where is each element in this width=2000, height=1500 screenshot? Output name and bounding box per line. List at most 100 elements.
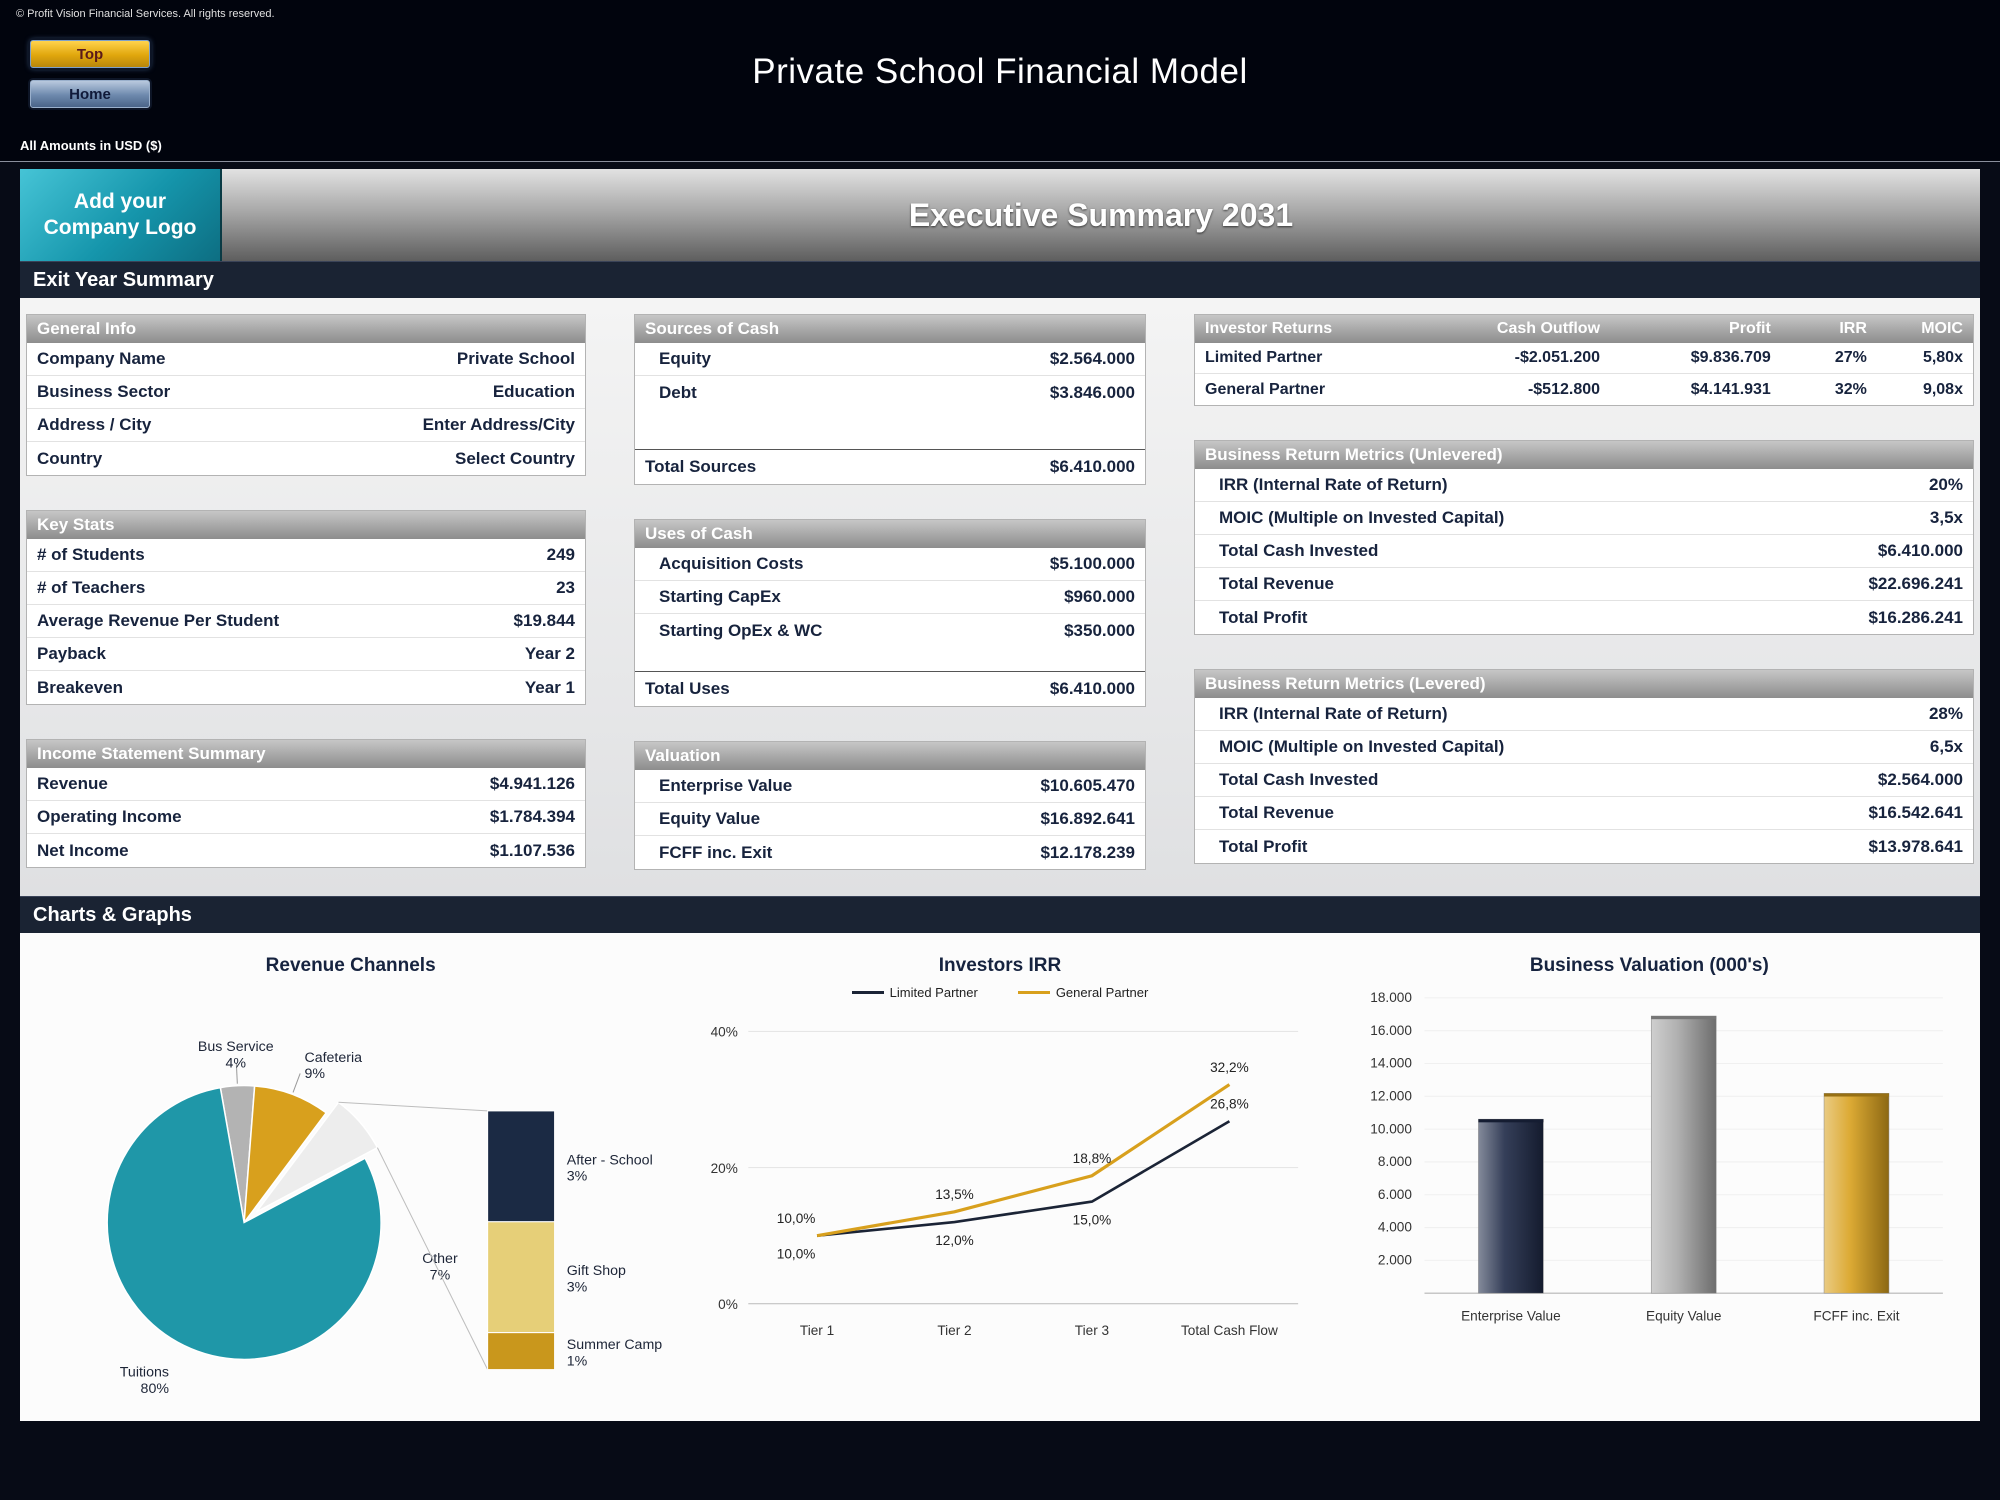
table-header: Uses of Cash [635, 520, 1145, 548]
table-header: Valuation [635, 742, 1145, 770]
chart-title: Investors IRR [938, 955, 1062, 976]
page-title: Private School Financial Model [752, 52, 1248, 91]
table-row: Country Select Country [37, 448, 575, 468]
svg-text:2.000: 2.000 [1378, 1253, 1412, 1268]
spacer [635, 409, 1145, 449]
investors-irr-line: 0% 20% 40% Tier 1 Tier 2 Tier 3 Total Cash Flo… [711, 1025, 1299, 1338]
table-row: IRR (Internal Rate of Return) 20% [1195, 469, 1973, 502]
section-charts-graphs: Charts & Graphs [20, 896, 1980, 933]
legend-item: General Partner [1017, 985, 1148, 1000]
table-row: Total Revenue $22.696.241 [1195, 568, 1973, 601]
table-row: Acquisition Costs $5.100.000 [635, 548, 1145, 581]
table-header: Business Return Metrics (Levered) [1195, 670, 1973, 698]
svg-text:18,8%: 18,8% [1073, 1151, 1112, 1166]
table-row: Starting CapEx $960.000 [635, 581, 1145, 614]
app-header: © Profit Vision Financial Services. All … [0, 0, 2000, 162]
income-statement-summary-table: Income Statement Summary Revenue $4.941.1… [26, 739, 586, 868]
banner-row: Add your Company Logo Executive Summary … [20, 169, 1980, 261]
banner-title: Executive Summary 2031 [222, 169, 1980, 261]
line-chart-investors-irr: Investors IRR Limited Partner General Par… [675, 941, 1324, 1417]
key-stats-table: Key Stats # of Students 249 # of Teachers 2… [26, 510, 586, 705]
table-row: Net Income $1.107.536 [37, 840, 575, 860]
svg-text:Enterprise Value: Enterprise Value [1461, 1308, 1561, 1323]
table-row: Payback Year 2 [27, 638, 585, 671]
total-uses-row: Total Uses $6.410.000 [635, 671, 1145, 706]
company-logo-placeholder[interactable]: Add your Company Logo [20, 169, 222, 261]
series-general-partner [817, 1083, 1231, 1238]
table-row: General Partner -$512.800 $4.141.931 32% 9,0… [1205, 380, 1963, 398]
general-info-table: General Info Company Name Private School B… [26, 314, 586, 476]
svg-text:Equity Value: Equity Value [1646, 1308, 1721, 1323]
svg-text:12,0%: 12,0% [936, 1233, 975, 1248]
table-row: MOIC (Multiple on Invested Capital) 3,5x [1195, 502, 1973, 535]
table-row: Limited Partner -$2.051.200 $9.836.709 27% 5… [1195, 343, 1973, 374]
uses-of-cash-table: Uses of Cash Acquisition Costs $5.100.000… [634, 519, 1146, 707]
table-header: Key Stats [27, 511, 585, 539]
legend-item: Limited Partner [851, 985, 978, 1000]
svg-text:14.000: 14.000 [1370, 1056, 1412, 1071]
column-right: Investor Returns Cash Outflow Profit IRR MOI… [1194, 314, 1974, 870]
column-left: General Info Company Name Private School B… [26, 314, 586, 870]
table-row: Total Cash Invested $2.564.000 [1195, 764, 1973, 797]
table-header: Business Return Metrics (Unlevered) [1195, 441, 1973, 469]
valuation-table: Valuation Enterprise Value $10.605.470 Equ… [634, 741, 1146, 870]
table-row: Equity Value $16.892.641 [635, 803, 1145, 836]
bar-enterprise-value [1477, 1118, 1544, 1294]
table-row: # of Students 249 [27, 539, 585, 572]
pie-chart-revenue-channels: Revenue Channels Bus Service 4% Cafeteria 9… [26, 941, 675, 1417]
table-row: Starting OpEx & WC $350.000 [659, 620, 1135, 640]
table-row: IRR (Internal Rate of Return) 28% [1195, 698, 1973, 731]
svg-text:16.000: 16.000 [1370, 1023, 1412, 1038]
top-button[interactable]: Top [30, 40, 150, 68]
svg-text:13,5%: 13,5% [936, 1187, 975, 1202]
table-row: Revenue $4.941.126 [27, 768, 585, 801]
table-row: Average Revenue Per Student $19.844 [27, 605, 585, 638]
line-chart-legend: Limited Partner General Partner [675, 985, 1324, 1000]
table-row: Debt $3.846.000 [659, 382, 1135, 402]
svg-text:0%: 0% [718, 1297, 738, 1312]
chart-title: Revenue Channels [265, 955, 436, 976]
table-header: Income Statement Summary [27, 740, 585, 768]
svg-text:10,0%: 10,0% [777, 1211, 816, 1226]
svg-text:15,0%: 15,0% [1073, 1213, 1112, 1228]
table-row: Equity $2.564.000 [635, 343, 1145, 376]
svg-text:40%: 40% [711, 1025, 738, 1040]
svg-text:18.000: 18.000 [1370, 990, 1412, 1005]
table-row: Company Name Private School [27, 343, 585, 376]
levered-metrics-table: Business Return Metrics (Levered) IRR (I… [1194, 669, 1974, 864]
svg-text:Tier 3: Tier 3 [1075, 1323, 1109, 1338]
sources-of-cash-table: Sources of Cash Equity $2.564.000 Debt $3.8… [634, 314, 1146, 485]
matrix-header-row: Investor Returns Cash Outflow Profit IRR MOI… [1195, 315, 1973, 343]
unlevered-metrics-table: Business Return Metrics (Unlevered) IRR … [1194, 440, 1974, 635]
chart-title: Business Valuation (000's) [1529, 955, 1769, 976]
svg-text:Tier 1: Tier 1 [800, 1323, 834, 1338]
svg-text:Total Cash Flow: Total Cash Flow [1181, 1323, 1278, 1338]
svg-text:26,8%: 26,8% [1210, 1097, 1249, 1112]
section-exit-year-summary: Exit Year Summary [20, 261, 1980, 298]
table-row: Operating Income $1.784.394 [27, 801, 585, 834]
dashboard-frame: Add your Company Logo Executive Summary … [20, 169, 1980, 1421]
table-row: # of Teachers 23 [27, 572, 585, 605]
table-row: Address / City Enter Address/City [27, 409, 585, 442]
breakdown-segment-summer-camp [487, 1332, 556, 1371]
charts-panel: Revenue Channels Bus Service 4% Cafeteria 9… [20, 933, 1980, 1421]
table-row: Enterprise Value $10.605.470 [635, 770, 1145, 803]
pie-slice-cafeteria [243, 1085, 328, 1226]
legend-line-swatch [1017, 991, 1050, 994]
home-button[interactable]: Home [30, 80, 150, 108]
breakdown-segment-gift-shop [487, 1221, 556, 1334]
svg-text:10,0%: 10,0% [777, 1247, 816, 1262]
svg-text:8.000: 8.000 [1378, 1154, 1412, 1169]
investor-returns-table: Investor Returns Cash Outflow Profit IRR MOI… [1194, 314, 1974, 406]
bar-chart-business-valuation: Business Valuation (000's) 2.000 4.000 6.0… [1325, 941, 1974, 1417]
table-row: Total Profit $16.286.241 [1219, 607, 1963, 627]
bar-equity-value [1650, 1015, 1717, 1294]
table-row: Business Sector Education [27, 376, 585, 409]
breakdown-segment-after-school [487, 1110, 556, 1223]
